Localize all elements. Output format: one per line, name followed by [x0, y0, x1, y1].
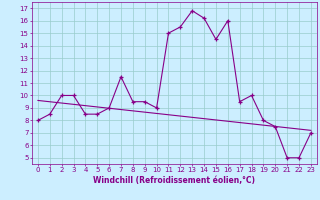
X-axis label: Windchill (Refroidissement éolien,°C): Windchill (Refroidissement éolien,°C): [93, 176, 255, 185]
